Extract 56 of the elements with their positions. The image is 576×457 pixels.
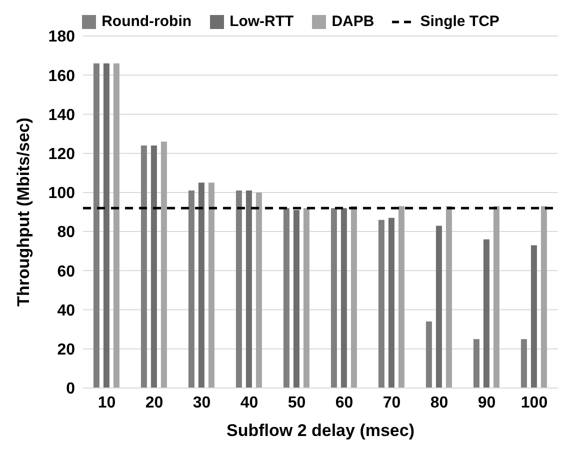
bar	[103, 63, 110, 388]
bar	[283, 208, 290, 388]
x-tick-label: 10	[98, 394, 116, 412]
bar	[520, 339, 527, 388]
bar	[303, 208, 310, 388]
x-tick-label: 20	[145, 394, 164, 412]
bar	[208, 182, 214, 388]
bar	[160, 142, 167, 388]
bar	[483, 239, 490, 388]
y-tick-label: 40	[57, 302, 76, 320]
bar	[446, 206, 452, 388]
y-tick-label: 140	[48, 106, 76, 124]
bar	[93, 63, 100, 388]
x-tick-label: 40	[240, 394, 258, 412]
bar	[436, 226, 442, 388]
y-tick-label: 0	[66, 380, 76, 398]
legend-label: Low-RTT	[228, 13, 294, 30]
y-tick-label: 80	[57, 224, 76, 242]
bar	[140, 146, 147, 388]
bar	[426, 322, 432, 388]
x-tick-label: 90	[478, 394, 496, 412]
y-axis-title: Throughput (Mbits/sec)	[14, 118, 34, 306]
bar	[256, 192, 262, 388]
y-tick-label: 120	[48, 146, 76, 164]
x-tick-label: 50	[288, 394, 306, 412]
bar	[473, 339, 480, 388]
x-tick-label: 100	[520, 394, 548, 412]
bar	[530, 245, 537, 388]
bar	[493, 206, 500, 388]
legend-label: Single TCP	[419, 13, 500, 30]
y-tick-label: 100	[48, 185, 76, 202]
bar	[330, 208, 337, 388]
bar	[293, 210, 300, 388]
bar	[388, 218, 394, 388]
bar	[540, 206, 547, 388]
x-tick-label: 60	[335, 394, 354, 412]
x-tick-label: 70	[382, 394, 401, 412]
y-tick-label: 180	[48, 28, 76, 46]
bar	[246, 190, 252, 388]
x-tick-label: 80	[430, 394, 448, 412]
bar	[350, 206, 357, 388]
x-axis-title: Subflow 2 delay (msec)	[226, 421, 414, 440]
bar	[188, 190, 194, 388]
bar	[150, 146, 157, 388]
bar	[113, 63, 120, 388]
bar	[340, 208, 347, 388]
y-tick-label: 20	[57, 342, 76, 359]
bar	[236, 190, 242, 388]
bar	[198, 182, 204, 388]
bar	[398, 206, 404, 388]
legend-label: Round-robin	[100, 13, 192, 30]
y-tick-label: 160	[48, 68, 76, 85]
bar	[378, 220, 384, 388]
y-tick-label: 60	[57, 263, 76, 280]
x-tick-label: 30	[192, 394, 211, 412]
legend-label: DAPB	[330, 13, 374, 30]
